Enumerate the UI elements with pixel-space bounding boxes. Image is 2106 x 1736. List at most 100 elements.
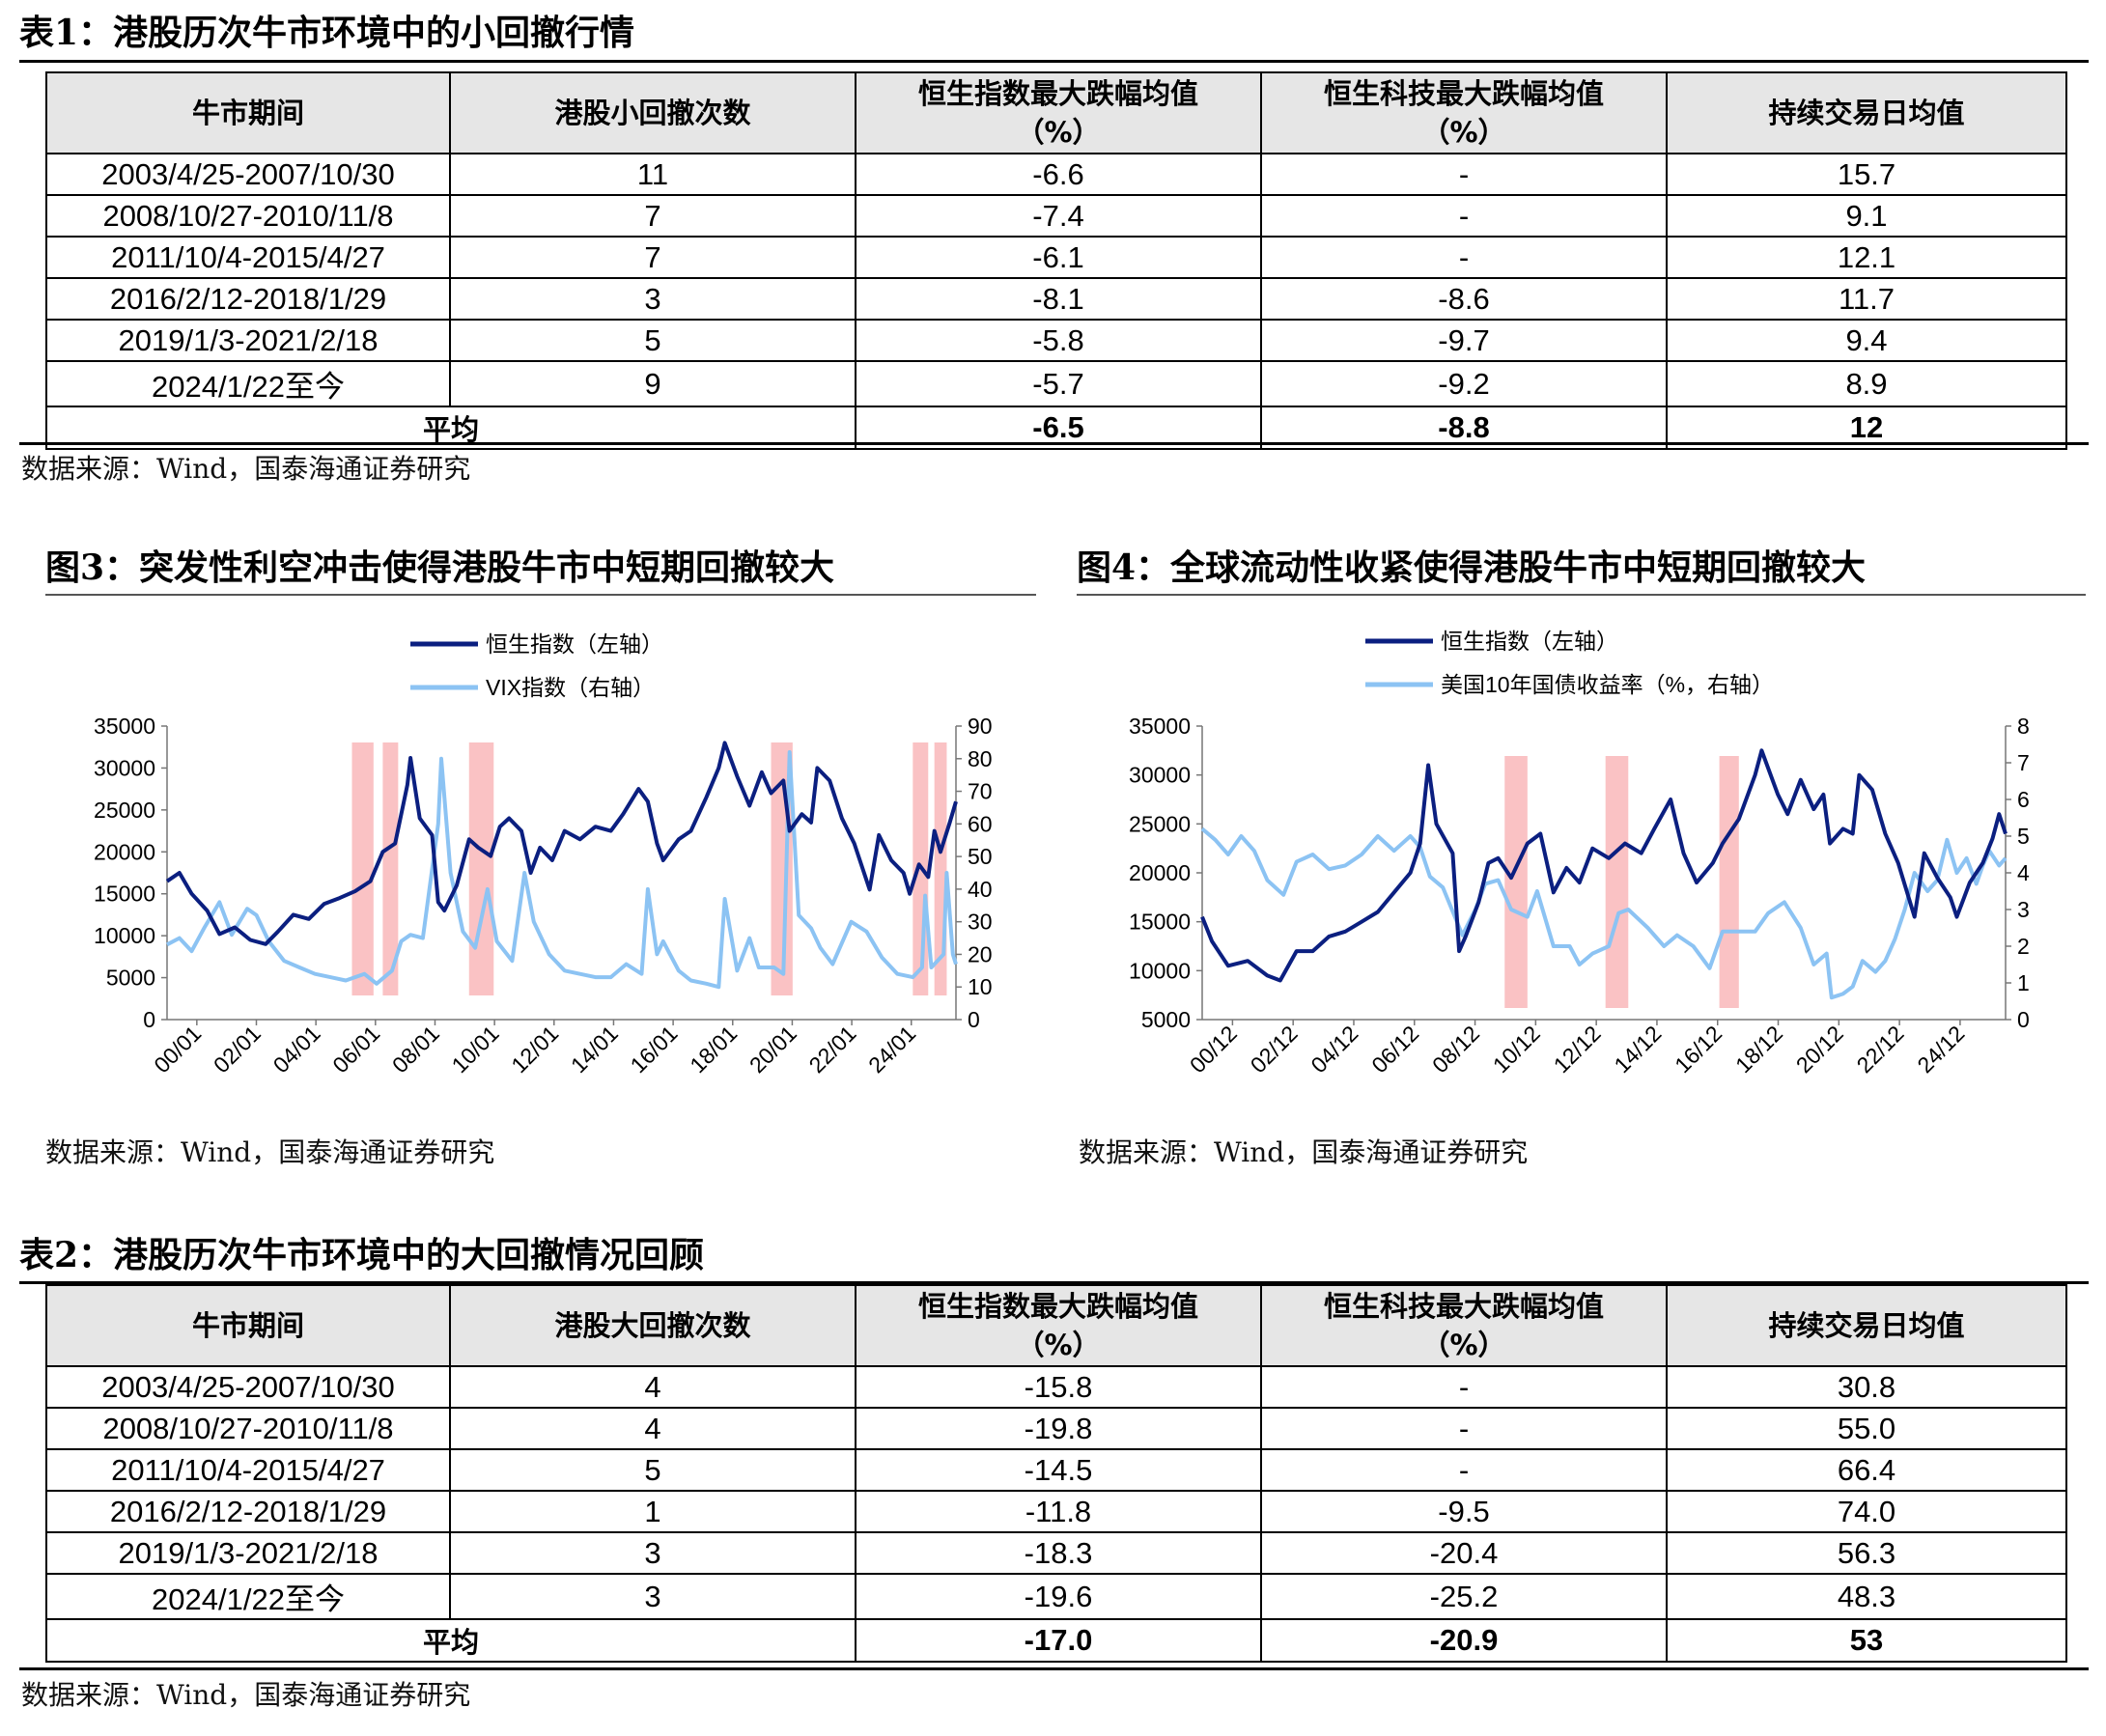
figure4-chart: 5000 10000 15000 20000 25000 30000 35000 0 1 2 3 4 5… <box>1129 629 2030 1078</box>
table-row: 2019/1/3-2021/2/18 3 -18.3 -20.4 56.3 <box>45 1531 2067 1575</box>
table-cell: 30.8 <box>1666 1365 2067 1409</box>
left-tick-label: 0 <box>143 1007 155 1032</box>
table-cell: -8.1 <box>855 277 1262 321</box>
right-tick-label: 7 <box>2017 750 2030 775</box>
series-line <box>166 750 958 990</box>
x-tick-label: 18/12 <box>1730 1021 1787 1078</box>
x-tick-label: 22/01 <box>804 1021 861 1078</box>
table-cell: -11.8 <box>855 1490 1262 1533</box>
table2-average-row: 平均 -17.0 -20.9 53 <box>45 1618 2067 1663</box>
right-tick-label: 4 <box>2017 860 2030 885</box>
figure3-caption: 图3：突发性利空冲击使得港股牛市中短期回撤较大 <box>45 547 835 588</box>
left-tick-label: 25000 <box>94 798 155 823</box>
right-tick-label: 8 <box>2017 714 2030 739</box>
right-tick-label: 0 <box>968 1007 980 1032</box>
table-cell: 5 <box>449 319 856 362</box>
table-cell: 11 <box>449 153 856 196</box>
x-tick-label: 10/01 <box>447 1021 504 1078</box>
x-tick-label: 02/12 <box>1246 1021 1303 1078</box>
x-tick-label: 06/01 <box>327 1021 384 1078</box>
table-cell: -7.4 <box>855 194 1262 238</box>
table-cell: 66.4 <box>1666 1448 2067 1492</box>
shaded-period <box>468 742 494 995</box>
table-cell: 3 <box>449 277 856 321</box>
table-cell: - <box>1260 194 1668 238</box>
shaded-period <box>351 742 374 995</box>
left-tick-label: 20000 <box>1129 860 1191 885</box>
x-tick-label: 06/12 <box>1366 1021 1423 1078</box>
x-tick-label: 02/01 <box>209 1021 266 1078</box>
figure3-chart: 0 5000 10000 15000 20000 25000 30000 35000 0 10 20… <box>94 631 993 1078</box>
table-cell: 平均 <box>45 1618 856 1663</box>
table-cell: 2019/1/3-2021/2/18 <box>45 319 451 362</box>
table2-bottom-rule <box>19 1667 2089 1670</box>
table-row: 2008/10/27-2010/11/8 7 -7.4-9.1 <box>45 194 2067 238</box>
x-tick-label: 22/12 <box>1852 1021 1909 1078</box>
table-cell: 2011/10/4-2015/4/27 <box>45 1448 451 1492</box>
table-cell: 74.0 <box>1666 1490 2067 1533</box>
right-tick-label: 30 <box>968 910 993 935</box>
right-tick-label: 3 <box>2017 897 2030 922</box>
x-tick-label: 00/12 <box>1185 1021 1242 1078</box>
table-cell: 2011/10/4-2015/4/27 <box>45 236 451 279</box>
figure3-source: 数据来源：Wind，国泰海通证券研究 <box>45 1136 495 1168</box>
table1-header-hstech: 恒生科技最大跌幅均值 （%） <box>1260 71 1668 154</box>
table1-bottom-rule <box>19 442 2089 445</box>
table-cell: 2016/2/12-2018/1/29 <box>45 277 451 321</box>
table-cell: 4 <box>449 1365 856 1409</box>
figure4-caption: 图4：全球流动性收紧使得港股牛市中短期回撤较大 <box>1077 547 1867 588</box>
table1: 牛市期间 港股小回撤次数 恒生指数最大跌幅均值 （%） 恒生科技最大跌幅均值 （%）… <box>45 71 2067 450</box>
x-tick-label: 14/01 <box>566 1021 623 1078</box>
table-cell: 53 <box>1666 1618 2067 1663</box>
table-cell: 3 <box>449 1531 856 1575</box>
right-tick-label: 20 <box>968 941 993 966</box>
figure4-source: 数据来源：Wind，国泰海通证券研究 <box>1079 1136 1529 1168</box>
shaded-period <box>382 742 399 995</box>
table-row: 2011/10/4-2015/4/27 5 -14.5-66.4 <box>45 1448 2067 1492</box>
legend-label: 美国10年国债收益率（%，右轴） <box>1441 672 1774 697</box>
series-line <box>1200 826 2008 1000</box>
table-cell: 2003/4/25-2007/10/30 <box>45 1365 451 1409</box>
figure3-rule <box>45 594 1036 596</box>
table-cell: -19.8 <box>855 1407 1262 1450</box>
table-cell: 7 <box>449 194 856 238</box>
x-tick-label: 20/12 <box>1791 1021 1848 1078</box>
shaded-period <box>1719 756 1739 1008</box>
right-tick-label: 5 <box>2017 824 2030 849</box>
table1-source: 数据来源：Wind，国泰海通证券研究 <box>21 453 471 485</box>
table-cell: -8.6 <box>1260 277 1668 321</box>
x-tick-label: 10/12 <box>1488 1021 1545 1078</box>
table-cell: 9.1 <box>1666 194 2067 238</box>
table1-header-hsi: 恒生指数最大跌幅均值 （%） <box>855 71 1262 154</box>
table-cell: - <box>1260 1365 1668 1409</box>
table-cell: 8.9 <box>1666 360 2067 407</box>
table1-caption: 表1：港股历次牛市环境中的小回撤行情 <box>19 13 635 53</box>
table-cell: -15.8 <box>855 1365 1262 1409</box>
table-row: 2003/4/25-2007/10/30 11 -6.6-15.7 <box>45 153 2067 196</box>
table-cell: 5 <box>449 1448 856 1492</box>
table2-caption: 表2：港股历次牛市环境中的大回撤情况回顾 <box>19 1235 705 1275</box>
table1-top-rule <box>19 60 2089 63</box>
table-cell: - <box>1260 1448 1668 1492</box>
table-cell: -14.5 <box>855 1448 1262 1492</box>
left-tick-label: 15000 <box>1129 910 1191 935</box>
table-cell: -20.9 <box>1260 1618 1668 1663</box>
table-cell: 4 <box>449 1407 856 1450</box>
left-tick-label: 5000 <box>1141 1007 1191 1032</box>
table-cell: -6.1 <box>855 236 1262 279</box>
left-tick-label: 25000 <box>1129 811 1191 836</box>
table-cell: 3 <box>449 1573 856 1620</box>
shaded-period <box>1605 756 1629 1008</box>
figure4-rule <box>1077 594 2086 596</box>
table1-header-period: 牛市期间 <box>45 71 451 154</box>
left-tick-label: 15000 <box>94 882 155 907</box>
table1-header-count: 港股小回撤次数 <box>449 71 856 154</box>
table-cell: -18.3 <box>855 1531 1262 1575</box>
x-tick-label: 12/01 <box>506 1021 563 1078</box>
x-tick-label: 08/01 <box>387 1021 444 1078</box>
table-row: 2016/2/12-2018/1/29 3 -8.1 -8.6 11.7 <box>45 277 2067 321</box>
table-cell: -9.7 <box>1260 319 1668 362</box>
x-tick-label: 00/01 <box>149 1021 206 1078</box>
right-tick-label: 70 <box>968 779 993 804</box>
x-tick-label: 04/01 <box>268 1021 325 1078</box>
